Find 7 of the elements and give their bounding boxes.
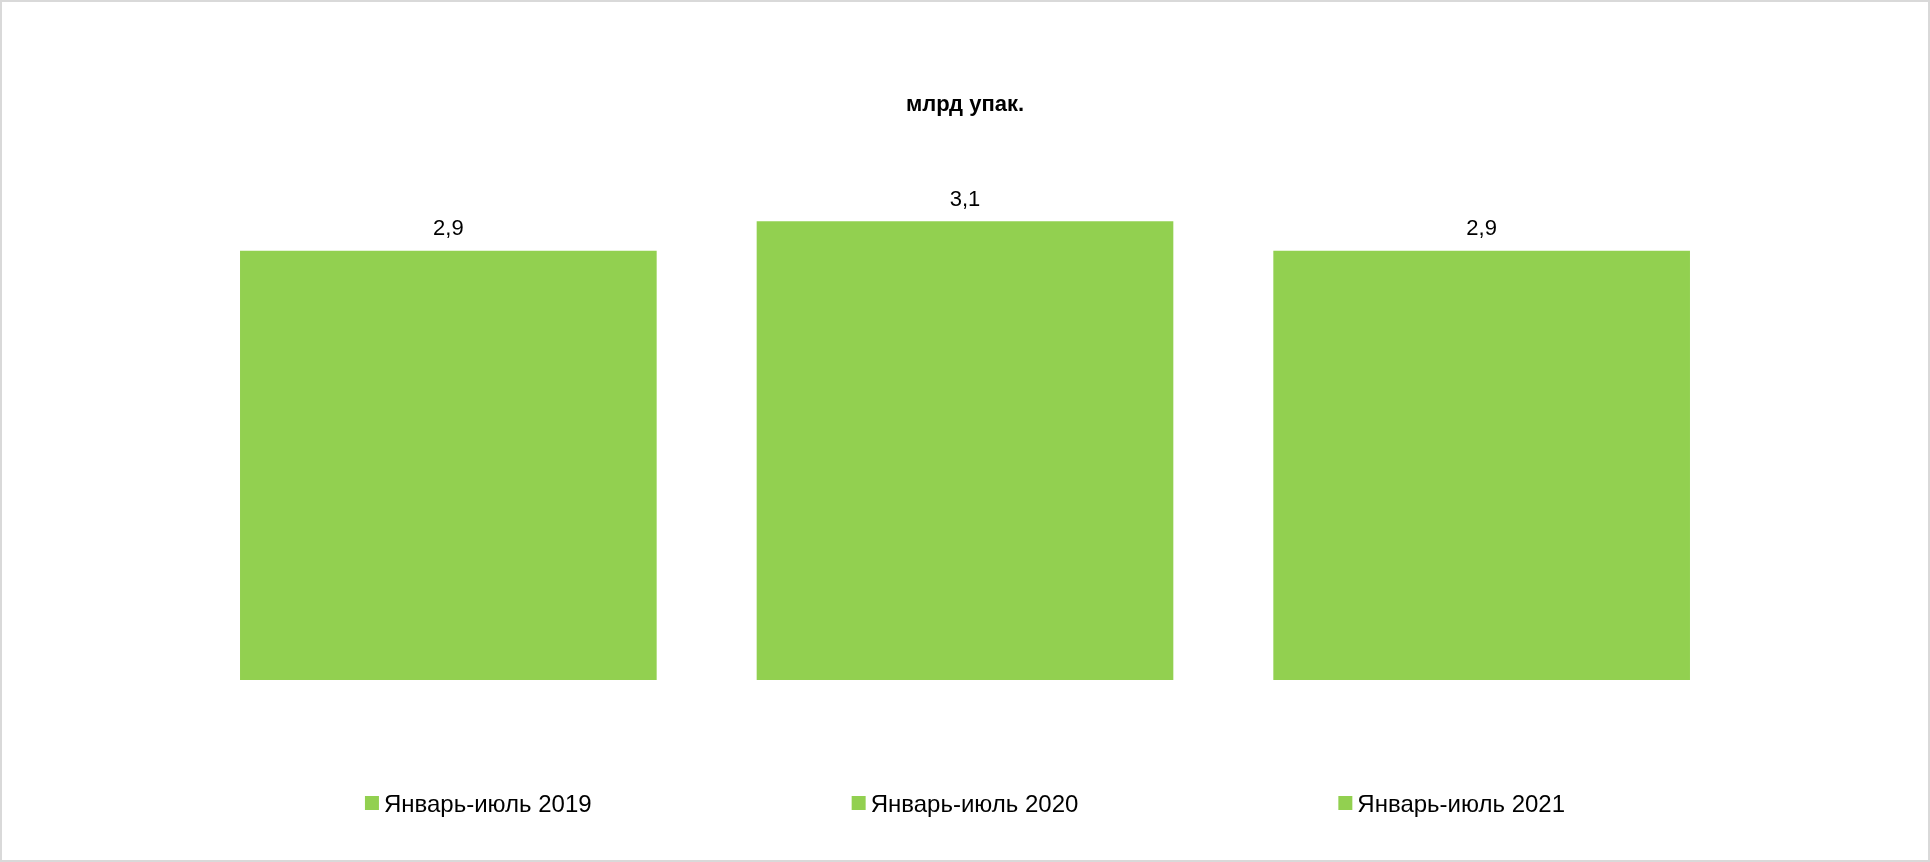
legend-label: Январь-июль 2019 [383,789,592,817]
data-label: 3,1 [949,185,981,211]
legend-label: Январь-июль 2021 [1357,789,1566,817]
data-label: 2,9 [433,215,464,241]
chart-title: млрд упак. [905,90,1025,116]
data-label: 2,9 [1466,215,1497,241]
legend-label: Январь-июль 2020 [870,789,1079,817]
